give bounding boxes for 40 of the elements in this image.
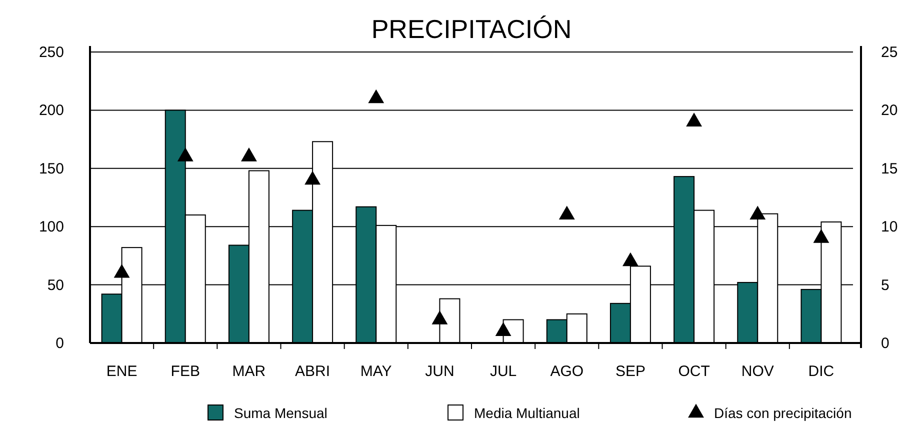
- point: [622, 252, 638, 266]
- point: [750, 206, 766, 220]
- y-tick-label: 100: [38, 218, 64, 236]
- point: [240, 148, 257, 162]
- x-tick-label: JUL: [490, 363, 517, 380]
- point: [304, 170, 321, 185]
- y-tick-label: 250: [38, 44, 64, 61]
- point: [495, 322, 512, 336]
- x-tick-label: ENE: [106, 363, 138, 380]
- legend-label: Media Multianual: [474, 405, 580, 421]
- x-tick-label: ABRI: [295, 363, 330, 380]
- legend-label: Suma Mensual: [234, 405, 328, 421]
- point: [686, 112, 702, 126]
- y2-tick-label: 0: [881, 335, 890, 352]
- x-tick-label: OCT: [678, 363, 710, 380]
- x-tick-label: MAR: [232, 363, 266, 380]
- chart-title: PRECIPITACIÓN: [371, 14, 572, 44]
- x-tick-label: AGO: [550, 363, 584, 380]
- y-tick-label: 50: [47, 276, 64, 294]
- y2-tick-label: 20: [881, 102, 898, 120]
- point: [558, 206, 575, 220]
- x-tick-label: NOV: [741, 363, 774, 380]
- y-tick-label: 150: [38, 160, 64, 178]
- x-tick-label: FEB: [170, 363, 200, 380]
- point: [432, 310, 448, 324]
- point: [813, 229, 830, 243]
- y-tick-label: 200: [38, 102, 64, 120]
- y2-tick-label: 25: [881, 44, 898, 61]
- point: [368, 89, 384, 104]
- legend-label: Días con precipitación: [714, 405, 852, 421]
- y-tick-label: 0: [56, 335, 64, 352]
- point: [114, 264, 130, 278]
- y2-tick-label: 5: [881, 276, 890, 294]
- point: [177, 148, 194, 162]
- x-tick-label: SEP: [615, 363, 646, 380]
- y2-tick-label: 15: [881, 160, 898, 178]
- x-tick-label: MAY: [360, 363, 392, 380]
- x-tick-label: JUN: [425, 363, 454, 380]
- x-tick-label: DIC: [808, 363, 834, 380]
- y2-tick-label: 10: [881, 218, 898, 236]
